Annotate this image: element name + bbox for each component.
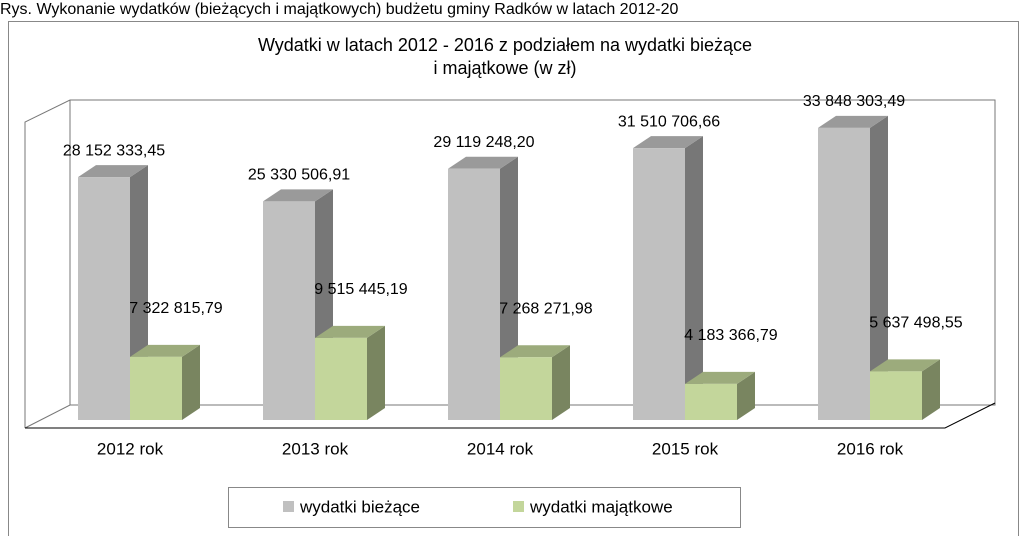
bar bbox=[870, 371, 922, 420]
bar bbox=[448, 168, 500, 420]
bar-side bbox=[685, 136, 703, 421]
x-tick-label: 2012 rok bbox=[97, 439, 164, 458]
x-tick-label: 2015 rok bbox=[652, 439, 719, 458]
bar bbox=[685, 383, 737, 420]
bar-top bbox=[130, 344, 200, 357]
data-label: 33 848 303,49 bbox=[803, 93, 905, 110]
bar-top bbox=[685, 371, 755, 384]
x-tick-label: 2014 rok bbox=[467, 439, 534, 458]
bar-side bbox=[552, 345, 570, 420]
data-label: 31 510 706,66 bbox=[618, 113, 720, 130]
legend-swatch bbox=[513, 501, 524, 512]
bar bbox=[818, 127, 870, 420]
x-tick-label: 2013 rok bbox=[282, 439, 349, 458]
data-label: 5 637 498,55 bbox=[869, 315, 963, 332]
bar-top bbox=[818, 115, 888, 128]
legend-swatch bbox=[283, 501, 294, 512]
bar-top bbox=[315, 325, 385, 338]
caption: Rys. Wykonanie wydatków (bieżących i maj… bbox=[0, 1, 679, 18]
bar-side bbox=[922, 359, 940, 420]
floor-edge bbox=[25, 402, 996, 429]
bar-side bbox=[182, 344, 200, 420]
legend-label: wydatki majątkowe bbox=[529, 497, 673, 516]
data-label: 7 322 815,79 bbox=[129, 300, 223, 317]
bar-side bbox=[367, 325, 385, 420]
bar bbox=[78, 177, 130, 420]
chart-title: Wydatki w latach 2012 - 2016 z podziałem… bbox=[258, 35, 752, 55]
chart-border bbox=[8, 21, 1019, 536]
data-label: 4 183 366,79 bbox=[684, 327, 778, 344]
bar-top bbox=[633, 136, 703, 149]
bar bbox=[500, 357, 552, 420]
bar-side bbox=[870, 115, 888, 420]
bar-top bbox=[448, 156, 518, 169]
data-label: 9 515 445,19 bbox=[314, 281, 408, 298]
bar-top bbox=[78, 165, 148, 178]
data-label: 7 268 271,98 bbox=[499, 301, 593, 318]
bar bbox=[633, 148, 685, 421]
bar-top bbox=[263, 189, 333, 202]
bar-side bbox=[737, 371, 755, 420]
x-tick-label: 2016 rok bbox=[837, 439, 904, 458]
data-label: 29 119 248,20 bbox=[433, 134, 534, 151]
legend-label: wydatki bieżące bbox=[299, 497, 420, 516]
bar bbox=[315, 337, 367, 420]
chart-title: i majątkowe (w zł) bbox=[433, 58, 576, 78]
data-label: 28 152 333,45 bbox=[63, 142, 165, 159]
bar-top bbox=[870, 359, 940, 372]
bar bbox=[263, 201, 315, 420]
legend bbox=[228, 487, 741, 528]
bar-top bbox=[500, 345, 570, 358]
data-label: 25 330 506,91 bbox=[248, 167, 350, 184]
bar bbox=[130, 356, 182, 420]
